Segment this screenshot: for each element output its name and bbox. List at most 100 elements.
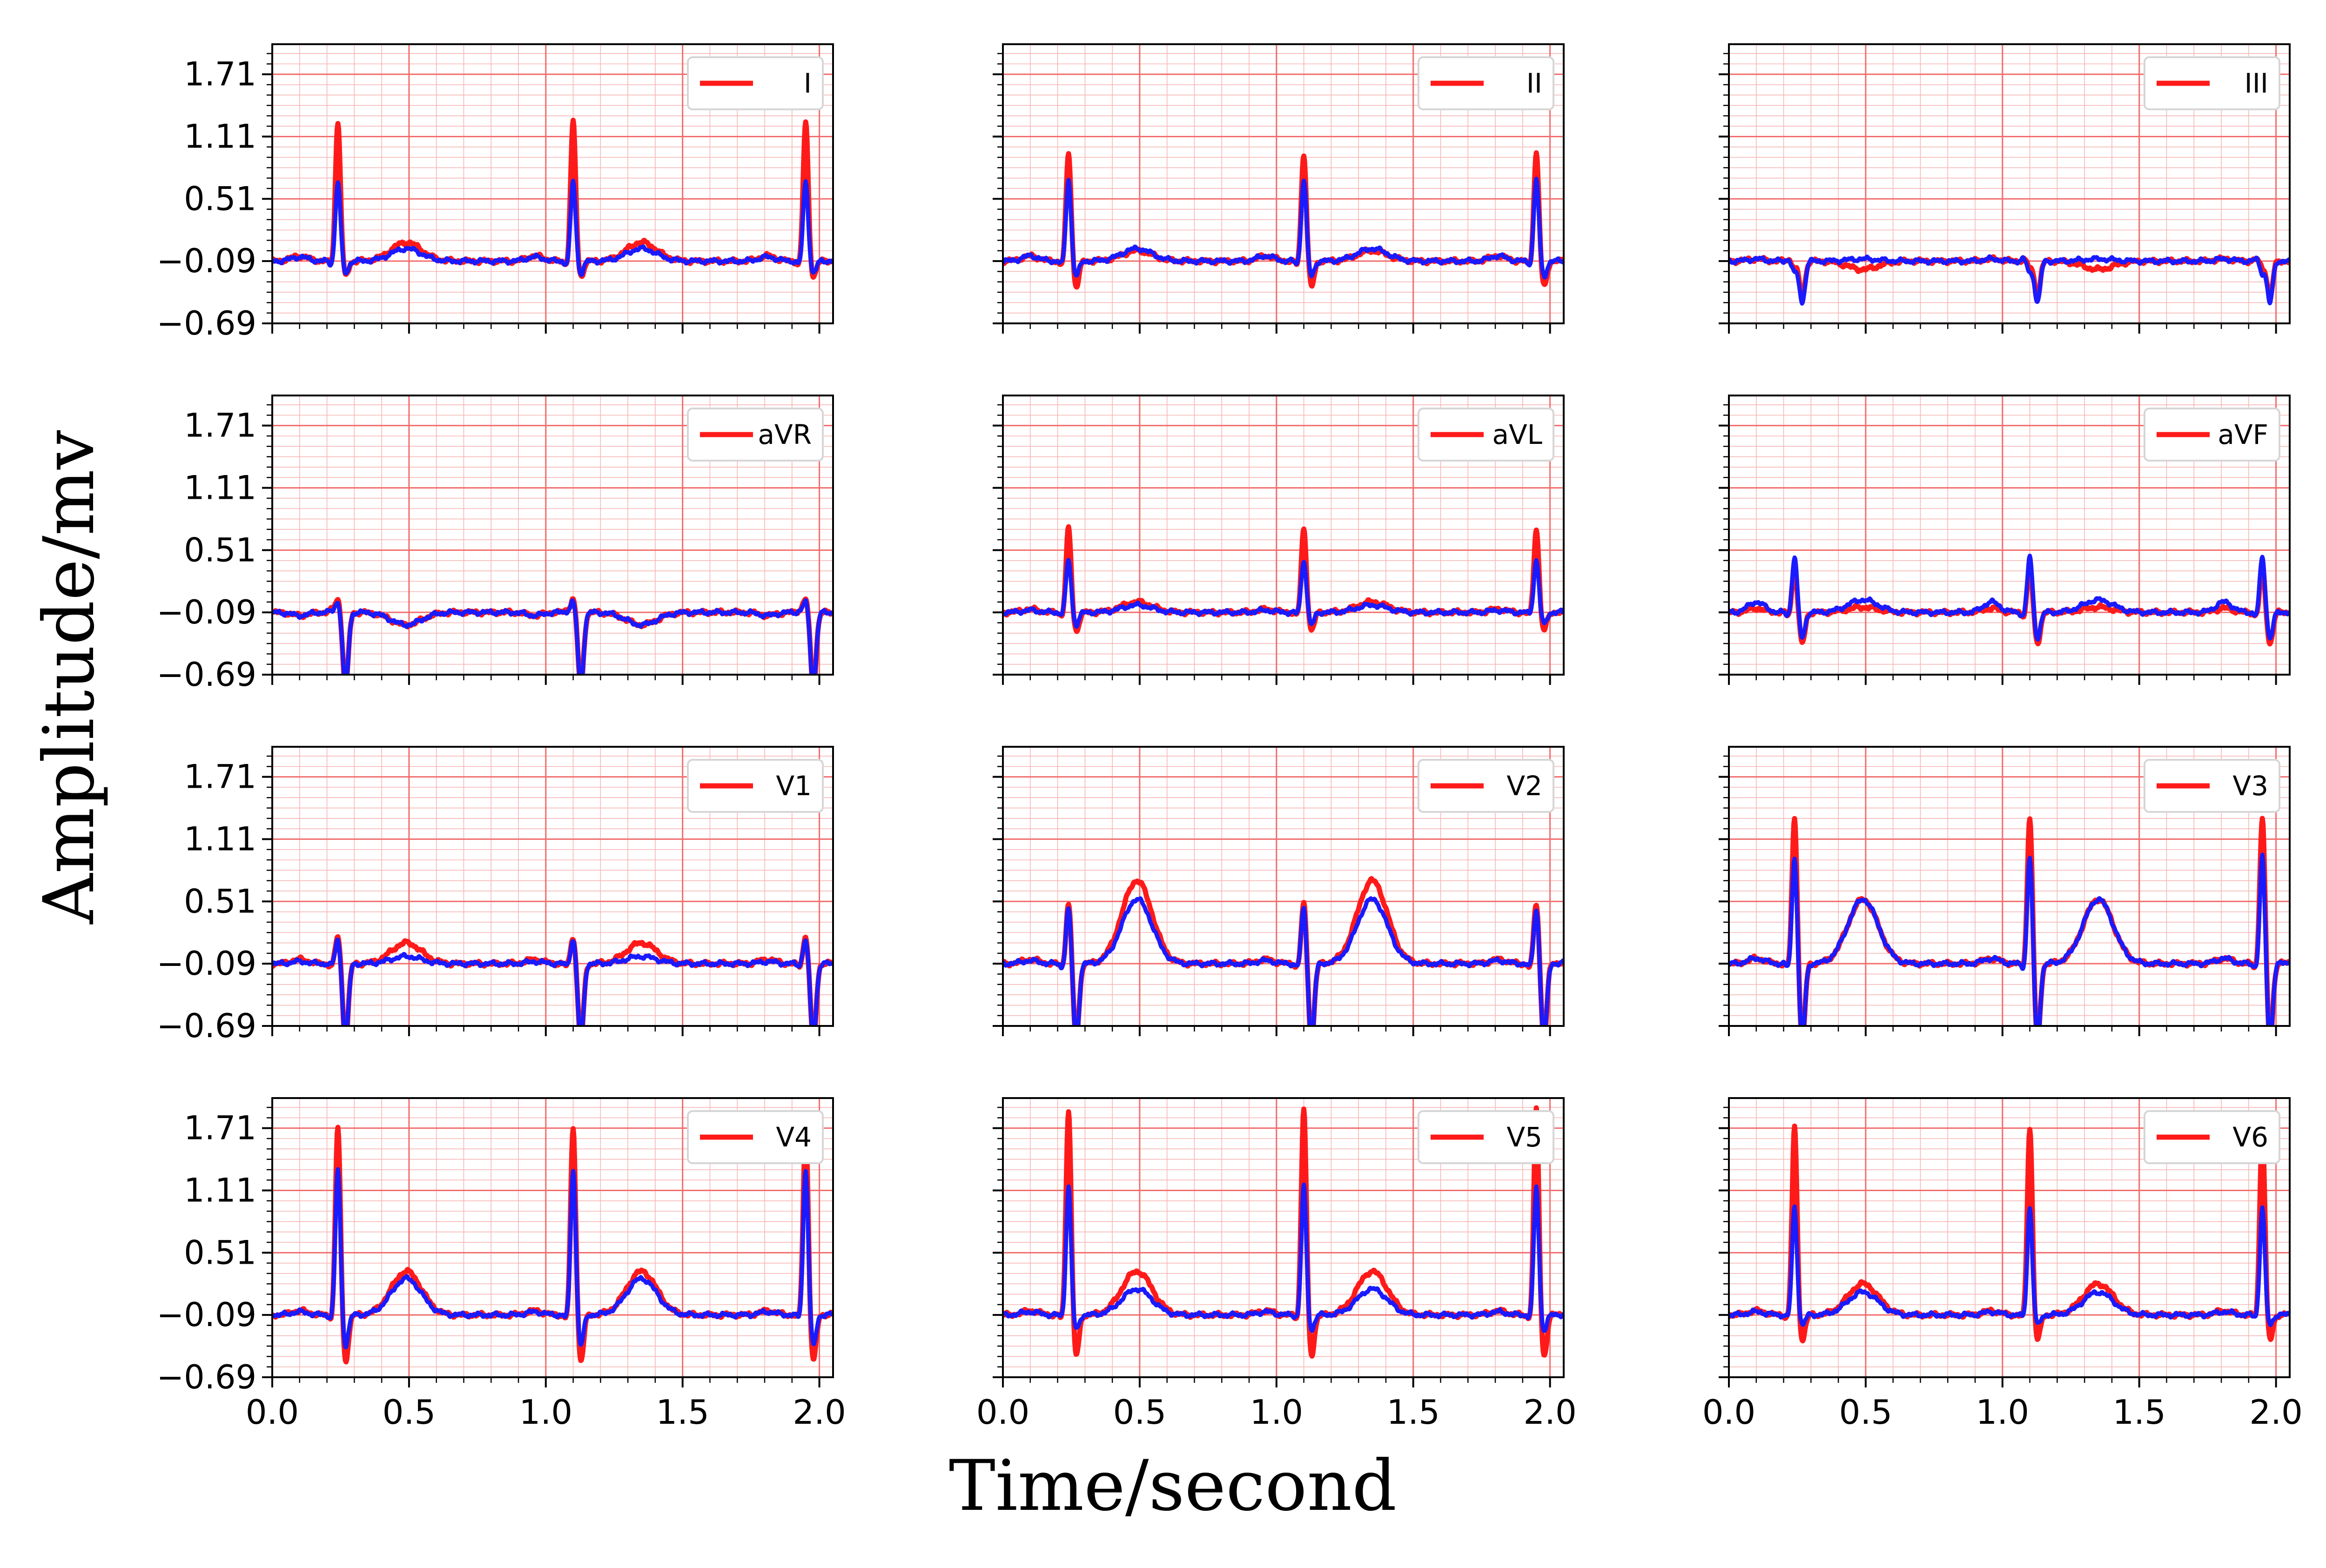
legend-label: V3 [2232, 770, 2268, 802]
legend-box [1418, 1110, 1554, 1164]
plot-frame [271, 43, 834, 324]
x-tick-label: 1.0 [1976, 1393, 2030, 1432]
legend: V3 [2144, 759, 2280, 813]
trace-blue-V4 [272, 1167, 833, 1349]
plot-frame [271, 395, 834, 676]
legend: V6 [2144, 1110, 2280, 1164]
y-tick-label: 1.71 [184, 1109, 256, 1147]
legend-box [2144, 759, 2280, 813]
trace-blue-V1 [272, 938, 833, 1026]
legend: II [1418, 56, 1554, 110]
legend-label: aVF [2218, 419, 2268, 450]
y-axis-label: Amplitude/mv [29, 430, 110, 925]
x-tick-label: 0.0 [976, 1393, 1030, 1432]
ecg-panel-aVF: aVF [1719, 395, 2291, 685]
legend: V5 [1418, 1110, 1554, 1164]
legend-box [687, 56, 824, 110]
y-tick-label: 0.51 [184, 180, 256, 218]
y-tick-label: −0.09 [156, 242, 256, 280]
plot-frame [1002, 1097, 1565, 1378]
legend-box [687, 1110, 824, 1164]
x-tick-label: 2.0 [2249, 1393, 2303, 1432]
legend: V2 [1418, 759, 1554, 813]
legend-label: aVR [758, 419, 812, 450]
ecg-panel-V3: V3 [1719, 746, 2291, 1036]
trace-blue-V3 [1729, 852, 2290, 1026]
y-tick-label: 1.71 [184, 407, 256, 445]
legend-box [687, 408, 824, 462]
panels-group: −0.69−0.090.511.111.71 I II III−0.69−0.090.… [156, 43, 2303, 1432]
legend: III [2144, 56, 2280, 110]
legend: aVL [1418, 408, 1554, 462]
plot-frame [1728, 746, 2291, 1027]
ecg-panel-V1: −0.69 −0.09 0.51 1.11 1.71 V1 [156, 746, 834, 1045]
legend-box [2144, 1110, 2280, 1164]
y-tick-label: −0.69 [156, 656, 256, 694]
legend-label: aVL [1492, 419, 1542, 450]
legend-label: V5 [1506, 1121, 1542, 1153]
x-tick-label: 1.5 [1386, 1393, 1440, 1432]
y-tick-label: −0.69 [156, 1007, 256, 1045]
legend-box [1418, 56, 1554, 110]
legend-box [1418, 759, 1554, 813]
x-axis-label: Time/second [949, 1446, 1397, 1527]
trace-blue-I [272, 179, 833, 277]
y-tick-label: 1.71 [184, 758, 256, 796]
legend-box [2144, 408, 2280, 462]
x-tick-label: 1.5 [656, 1393, 709, 1432]
trace-blue-aVR [272, 598, 833, 675]
legend: I [687, 56, 824, 110]
legend-box [1418, 408, 1554, 462]
legend: V1 [687, 759, 824, 813]
plot-frame [271, 1097, 834, 1378]
trace-blue-aVL [1003, 558, 1564, 629]
x-tick-label: 0.5 [1839, 1393, 1893, 1432]
legend-label: II [1526, 67, 1542, 99]
plot-frame [271, 746, 834, 1027]
trace-blue-II [1003, 176, 1564, 280]
legend: aVF [2144, 408, 2280, 462]
ecg-panel-V6: 0.0 0.5 1.0 1.5 2.0 V6 [1702, 1097, 2303, 1432]
ecg-panel-aVL: aVL [993, 395, 1565, 685]
y-tick-label: 1.11 [184, 820, 256, 858]
plot-frame [1002, 746, 1565, 1027]
y-tick-label: 0.51 [184, 1233, 256, 1272]
x-tick-label: 1.5 [2112, 1393, 2166, 1432]
x-tick-label: 0.5 [383, 1393, 436, 1432]
legend-label: V1 [776, 770, 812, 802]
ecg-panel-V5: 0.0 0.5 1.0 1.5 2.0 V5 [976, 1097, 1577, 1432]
x-tick-label: 2.0 [1523, 1393, 1577, 1432]
ecg-panel-aVR: −0.69 −0.09 0.51 1.11 1.71 aVR [156, 395, 834, 694]
trace-blue-V6 [1729, 1204, 2290, 1327]
trace-blue-V2 [1003, 896, 1564, 1026]
trace-blue-V5 [1003, 1182, 1564, 1333]
y-tick-label: 1.11 [184, 118, 256, 156]
x-tick-label: 0.5 [1113, 1393, 1167, 1432]
plot-frame [1002, 43, 1565, 324]
y-tick-label: −0.69 [156, 304, 256, 342]
ecg-panel-V2: V2 [993, 746, 1565, 1036]
y-tick-label: 0.51 [184, 882, 256, 920]
ecg-panel-II: II [993, 43, 1565, 334]
y-tick-label: −0.09 [156, 1296, 256, 1334]
y-tick-label: −0.09 [156, 593, 256, 631]
ecg-panel-III: III [1719, 43, 2291, 334]
plot-frame [1728, 395, 2291, 676]
legend-label: V4 [776, 1121, 812, 1153]
legend-box [687, 759, 824, 813]
x-tick-label: 0.0 [1702, 1393, 1756, 1432]
x-tick-label: 1.0 [519, 1393, 573, 1432]
x-tick-label: 2.0 [793, 1393, 846, 1432]
legend-label: I [804, 67, 812, 99]
legend: V4 [687, 1110, 824, 1164]
y-tick-label: 0.51 [184, 531, 256, 569]
legend: aVR [687, 408, 824, 462]
plot-frame [1728, 1097, 2291, 1378]
ecg-panel-I: −0.69 −0.09 0.51 1.11 1.71 I [156, 43, 834, 342]
y-tick-label: 1.71 [184, 55, 256, 94]
x-tick-label: 0.0 [246, 1393, 299, 1432]
x-tick-label: 1.0 [1250, 1393, 1304, 1432]
y-tick-label: −0.09 [156, 945, 256, 983]
plot-frame [1728, 43, 2291, 324]
